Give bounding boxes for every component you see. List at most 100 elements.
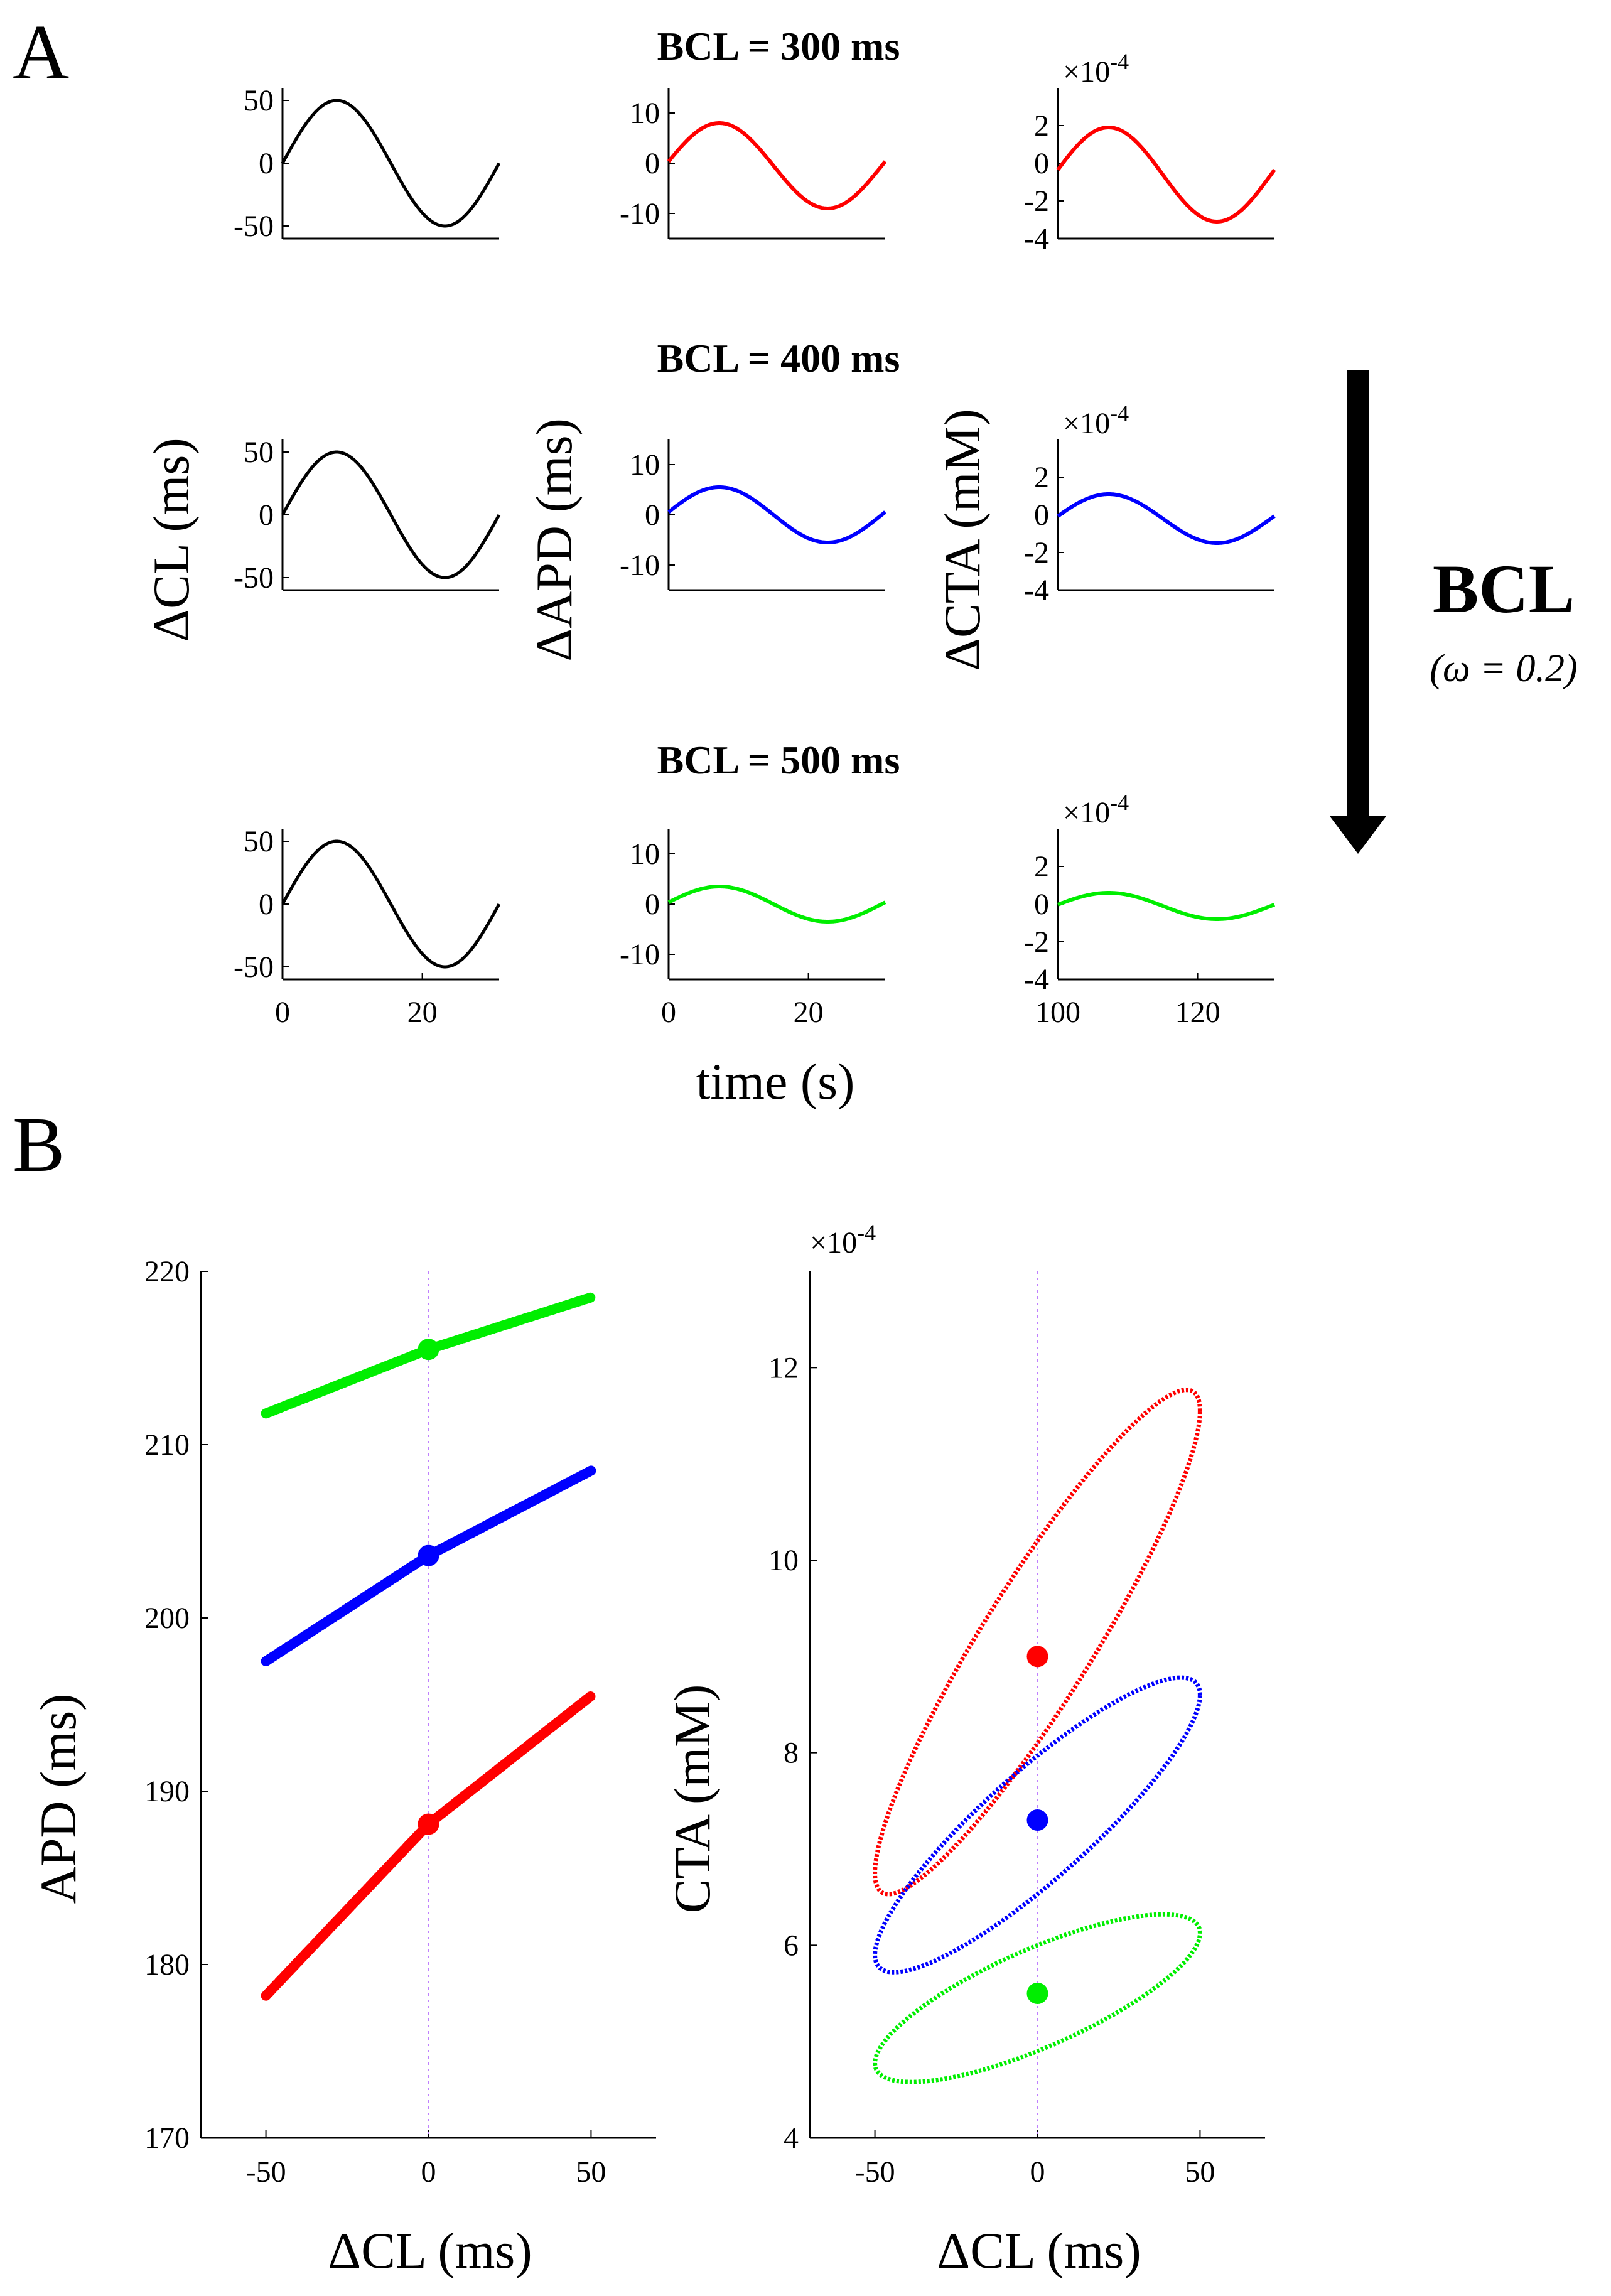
y-tick-label: 0 (1034, 499, 1049, 532)
exponent-label: ×10-4 (1063, 49, 1129, 89)
cta-loop (873, 1388, 1202, 1897)
x-tick-label: 20 (794, 996, 824, 1029)
y-tick-label: 50 (244, 436, 274, 469)
exponent-label: ×10-4 (1063, 790, 1129, 829)
y-tick-label: 50 (244, 84, 274, 117)
y-tick-label: 0 (259, 499, 274, 532)
panel-a-axes-r1-c2: 10 0 -10 (620, 88, 887, 240)
x-tick-label: 0 (275, 996, 290, 1029)
y-tick-label: 180 (144, 1948, 190, 1981)
bcl-arrow (1330, 370, 1386, 854)
trace-line (1057, 891, 1276, 921)
row-title-300: BCL = 300 ms (657, 24, 900, 68)
apd-ylabel: APD (ms) (30, 1694, 87, 1904)
trace-line (667, 121, 887, 210)
y-tick-label: 0 (645, 147, 660, 180)
y-tick-label: 0 (1034, 147, 1049, 180)
y-tick-label: 10 (630, 448, 660, 482)
x-tick-label: 0 (1030, 2155, 1045, 2189)
y-tick-label: 2 (1034, 461, 1049, 494)
trace-line (281, 839, 501, 969)
y-tick-label: 220 (144, 1255, 190, 1288)
cta-exponent: ×10-4 (810, 1220, 876, 1259)
y-tick-label: 10 (630, 97, 660, 130)
trace-line (667, 885, 886, 924)
x-tick-label: 50 (1185, 2155, 1215, 2189)
apd-mean-dot (418, 1544, 439, 1566)
x-tick-label: -50 (855, 2155, 895, 2189)
row-title-400: BCL = 400 ms (657, 336, 900, 380)
cta-ylabel: CTA (mM) (664, 1684, 721, 1914)
y-tick-label: 200 (144, 1602, 190, 1635)
y-tick-label: 2 (1034, 850, 1049, 883)
y-tick-label: -2 (1024, 536, 1049, 569)
y-tick-label: -50 (234, 951, 274, 984)
y-tick-label: 0 (645, 888, 660, 921)
x-tick-label: 20 (407, 996, 438, 1029)
y-tick-label: -4 (1024, 574, 1049, 607)
y-tick-label: -4 (1024, 963, 1049, 996)
x-tick-label: 100 (1035, 996, 1080, 1029)
y-tick-label: 0 (1034, 888, 1049, 921)
y-tick-label: -50 (234, 561, 274, 595)
panel-a-axes-r3-c1: 500-500 20 (234, 825, 501, 1029)
panel-b-label: B (13, 1102, 65, 1188)
apd-plot: 220 210 200 190 180 170 -50 0 50 (144, 1255, 656, 2189)
trace-line (667, 485, 886, 544)
y-tick-label: 190 (144, 1775, 190, 1808)
panel-a-grid: 500-50100-1020-2-4×10-4500-50100-1020-2-… (234, 49, 1276, 1029)
panel-a-axes-r2-c3: 2 0 -2 -4 ×10-4 (1024, 401, 1276, 607)
y-tick-label: 8 (784, 1737, 799, 1770)
panel-a-axes-r1-c1: 50 0 -50 (234, 84, 501, 243)
cta-loop (873, 1912, 1202, 2084)
cta-loop (873, 1675, 1202, 1975)
panel-a-axes-r2-c2: 10 0 -10 (620, 439, 886, 591)
panel-a-axes-r3-c2: 100-100 20 (620, 829, 886, 1029)
y-tick-label: -2 (1024, 925, 1049, 959)
y-tick-label: 10 (768, 1544, 799, 1577)
y-tick-label: 210 (144, 1428, 190, 1462)
y-tick-label: 170 (144, 2121, 190, 2155)
panel-a-axes-r2-c1: 50 0 -50 (234, 436, 501, 595)
cta-series-2 (873, 1675, 1202, 1975)
apd-xlabel: ΔCL (ms) (328, 2222, 532, 2279)
y-tick-label: 6 (784, 1929, 799, 1962)
trace-line (281, 450, 501, 579)
y-tick-label: 2 (1034, 109, 1049, 143)
x-tick-label: 0 (661, 996, 676, 1029)
ylabel-delta-cta: ΔCTA (mM) (934, 409, 991, 671)
y-tick-label: 4 (784, 2121, 799, 2155)
cta-series-3 (873, 1912, 1202, 2084)
panel-a-axes-r1-c3: 2 0 -2 -4 ×10-4 (1024, 49, 1276, 256)
x-tick-label: 0 (421, 2155, 436, 2189)
y-tick-label: 10 (630, 838, 660, 871)
ylabel-delta-apd: ΔAPD (ms) (525, 418, 583, 662)
y-tick-label: 12 (768, 1351, 799, 1384)
y-tick-label: 50 (244, 825, 274, 858)
y-tick-label: -2 (1024, 185, 1049, 218)
x-tick-label: -50 (246, 2155, 286, 2189)
apd-mean-dot (418, 1813, 439, 1835)
y-tick-label: -10 (620, 938, 660, 971)
apd-series-3 (261, 1691, 596, 2001)
y-tick-label: -50 (234, 210, 274, 243)
y-tick-label: -10 (620, 197, 660, 230)
cta-xlabel: ΔCL (ms) (937, 2222, 1141, 2279)
ylabel-delta-cl: ΔCL (ms) (143, 438, 200, 642)
trace-line (281, 99, 501, 228)
y-tick-label: 0 (645, 499, 660, 532)
apd-series-1 (261, 1292, 596, 1419)
y-tick-label: 0 (259, 888, 274, 921)
xlabel-time: time (s) (696, 1053, 855, 1110)
panel-a-label: A (13, 9, 69, 96)
trace-line (1057, 492, 1276, 545)
cta-mean-dot (1026, 1983, 1048, 2004)
cta-mean-dot (1026, 1646, 1048, 1668)
y-tick-label: -4 (1024, 222, 1049, 256)
cta-plot: 12 10 8 6 4 -50 0 50 (768, 1271, 1265, 2189)
cta-mean-dot (1026, 1809, 1048, 1831)
apd-mean-dot (418, 1339, 439, 1361)
apd-series-2 (261, 1465, 596, 1666)
